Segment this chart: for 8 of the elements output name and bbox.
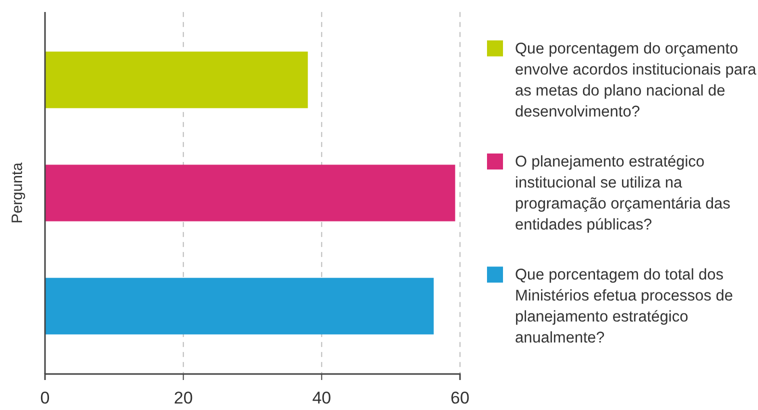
- x-tick-label: 0: [40, 388, 50, 408]
- y-axis-title: Pergunta: [9, 162, 26, 224]
- legend-label: Que porcentagem do total dos Ministérios efetua processos de planejamento estratégico anualmente?: [515, 266, 733, 347]
- x-tick-label: 60: [450, 388, 470, 408]
- x-tick-label: 20: [174, 388, 193, 408]
- legend-label: O planejamento estratégico institucional se utiliza na programação orçamentária das entidades públicas?: [515, 154, 731, 234]
- x-tick-label: 40: [312, 388, 332, 408]
- legend-label: Que porcentagem do orçamento envolve acordos institucionais para as metas do plano nacional de desenvolvimento?: [515, 40, 757, 120]
